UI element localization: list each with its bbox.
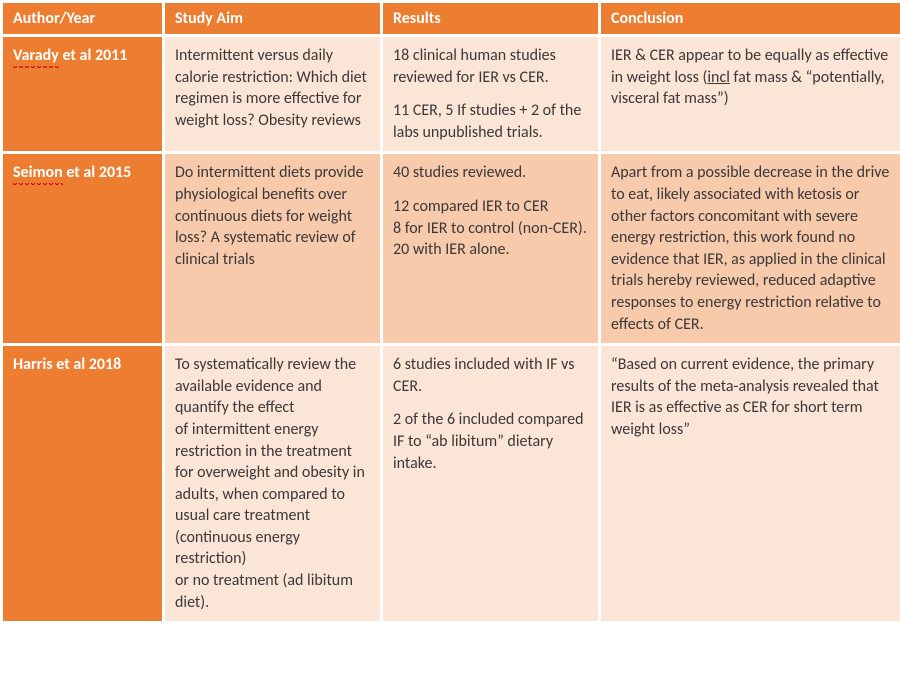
results-paragraph: 6 studies included with IF vs CER.	[393, 354, 588, 397]
conclusion-cell: Apart from a possible decrease in the dr…	[600, 153, 900, 345]
results-paragraph: 18 clinical human studies reviewed for I…	[393, 45, 588, 88]
col-header: Author/Year	[2, 2, 164, 36]
table-row: Harris et al 2018 To systematically revie…	[2, 345, 900, 623]
results-cell: 18 clinical human studies reviewed for I…	[382, 36, 600, 153]
study-aim-cell: Intermittent versus daily calorie restri…	[164, 36, 382, 153]
conclusion-text: Apart from a possible decrease in the dr…	[611, 163, 889, 333]
table-header-row: Author/YearStudy AimResultsConclusion	[2, 2, 900, 36]
results-paragraph: 40 studies reviewed.	[393, 162, 588, 184]
conclusion-cell: “Based on current evidence, the primary …	[600, 345, 900, 623]
author-cell: Seimon et al 2015	[2, 153, 164, 345]
results-cell: 40 studies reviewed. 12 compared IER to C…	[382, 153, 600, 345]
col-header: Conclusion	[600, 2, 900, 36]
conclusion-cell: IER & CER appear to be equally as effect…	[600, 36, 900, 153]
study-aim-cell: To systematically review the available e…	[164, 345, 382, 623]
conclusion-text: incl	[707, 68, 730, 87]
results-paragraph: 2 of the 6 included compared IF to “ab l…	[393, 409, 588, 474]
results-paragraph: 11 CER, 5 If studies + 2 of the labs unp…	[393, 100, 588, 143]
results-cell: 6 studies included with IF vs CER. 2 of t…	[382, 345, 600, 623]
col-header: Results	[382, 2, 600, 36]
study-aim-cell: Do intermittent diets provide physiologi…	[164, 153, 382, 345]
studies-table: Author/YearStudy AimResultsConclusion Va…	[0, 0, 900, 624]
table-row: Varady et al 2011Intermittent versus dai…	[2, 36, 900, 153]
results-paragraph: 12 compared IER to CER 8 for IER to cont…	[393, 196, 588, 261]
author-cell: Harris et al 2018	[2, 345, 164, 623]
author-cell: Varady et al 2011	[2, 36, 164, 153]
table-row: Seimon et al 2015Do intermittent diets p…	[2, 153, 900, 345]
col-header: Study Aim	[164, 2, 382, 36]
conclusion-text: “Based on current evidence, the primary …	[611, 355, 879, 439]
author-text: et al 2015	[63, 163, 132, 182]
spellcheck-marker: Varady	[13, 45, 59, 67]
author-text: Harris et al 2018	[13, 355, 121, 374]
spellcheck-marker: Seimon	[13, 162, 63, 184]
author-text: et al 2011	[59, 46, 128, 65]
